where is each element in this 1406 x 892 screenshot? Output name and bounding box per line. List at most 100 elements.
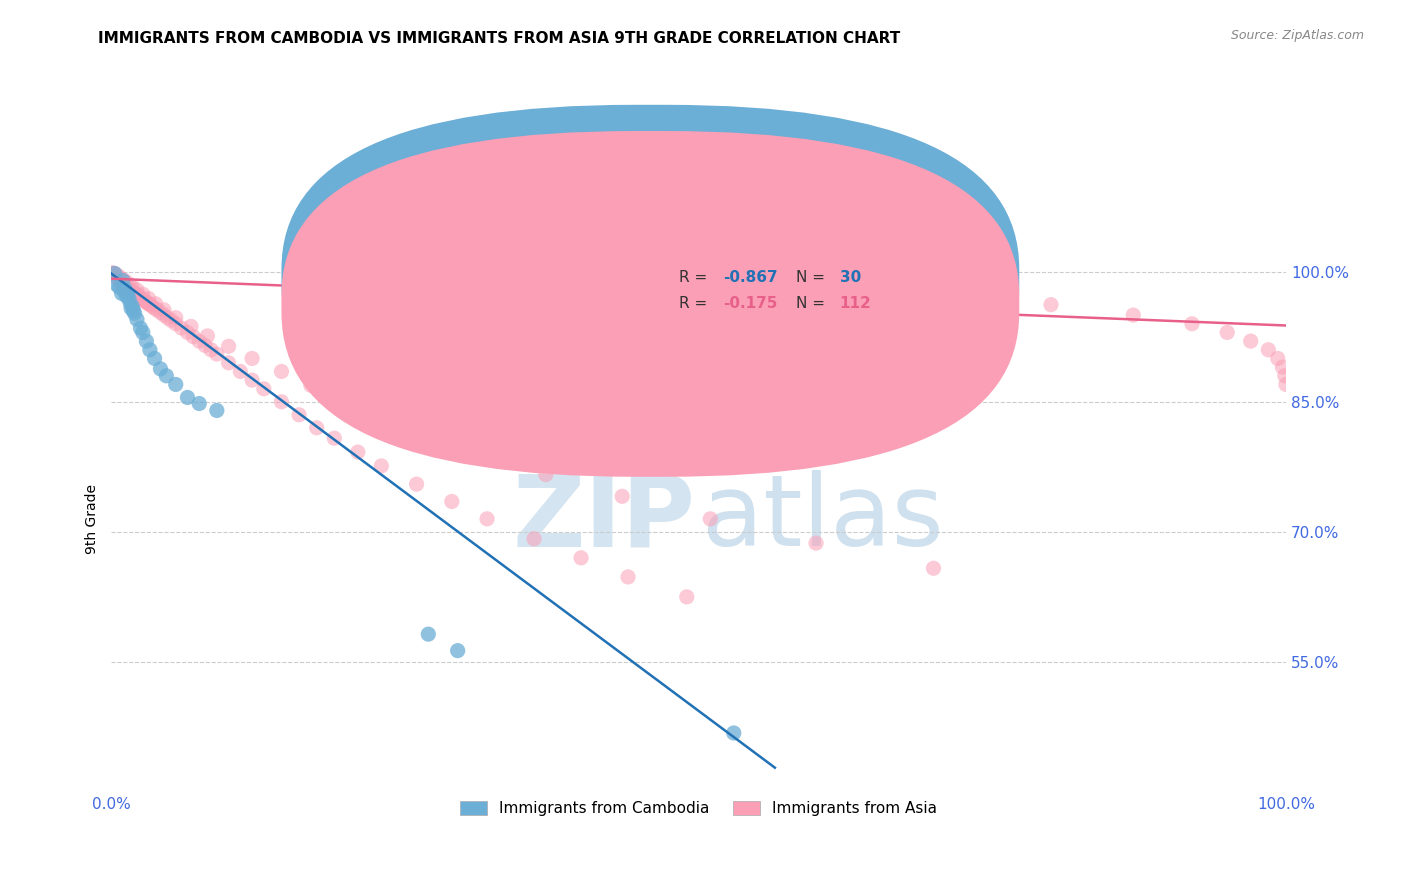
Point: [111, 276, 134, 290]
Point: [114, 274, 136, 288]
Point: [117, 287, 139, 301]
Point: [125, 312, 148, 326]
Point: [112, 284, 135, 298]
Point: [138, 297, 160, 311]
Point: [108, 273, 131, 287]
Point: [111, 277, 134, 291]
Point: [922, 561, 945, 575]
Point: [612, 489, 634, 503]
Point: [180, 319, 202, 334]
Point: [176, 391, 198, 405]
Point: [141, 300, 163, 314]
Point: [104, 267, 127, 281]
Point: [1181, 317, 1204, 331]
Point: [418, 627, 440, 641]
Point: [129, 291, 152, 305]
Point: [124, 286, 146, 301]
Point: [288, 408, 311, 422]
Point: [149, 305, 172, 319]
Point: [617, 570, 640, 584]
Point: [104, 267, 127, 281]
Point: [205, 347, 228, 361]
Point: [132, 326, 155, 340]
Point: [218, 339, 240, 353]
Point: [305, 421, 328, 435]
Point: [240, 373, 263, 387]
Point: [423, 428, 446, 442]
Point: [218, 356, 240, 370]
Point: [723, 726, 745, 740]
Point: [105, 269, 128, 284]
Point: [346, 445, 368, 459]
Point: [105, 277, 128, 292]
Point: [375, 410, 398, 425]
Point: [122, 303, 145, 318]
Point: [122, 285, 145, 300]
Point: [117, 281, 139, 295]
Point: [323, 431, 346, 445]
FancyBboxPatch shape: [616, 257, 915, 333]
Point: [136, 296, 159, 310]
Point: [1275, 377, 1298, 392]
Point: [240, 351, 263, 366]
Point: [229, 364, 252, 378]
Point: [139, 298, 162, 312]
Point: [253, 382, 276, 396]
Point: [121, 300, 143, 314]
Point: [114, 279, 136, 293]
Point: [440, 494, 463, 508]
Text: 30: 30: [839, 270, 860, 285]
Point: [120, 301, 142, 315]
Point: [153, 302, 176, 317]
Point: [1267, 351, 1289, 366]
Point: [197, 329, 219, 343]
FancyBboxPatch shape: [281, 131, 1019, 477]
Point: [132, 293, 155, 307]
Point: [112, 278, 135, 293]
Text: atlas: atlas: [702, 470, 943, 567]
Point: [804, 536, 827, 550]
Point: [139, 343, 162, 357]
Point: [129, 321, 152, 335]
Point: [121, 279, 143, 293]
Text: 112: 112: [839, 295, 872, 310]
Text: Source: ZipAtlas.com: Source: ZipAtlas.com: [1230, 29, 1364, 42]
Point: [111, 272, 134, 286]
Point: [569, 550, 592, 565]
Point: [149, 362, 172, 376]
Point: [111, 286, 134, 301]
Point: [125, 287, 148, 301]
Point: [108, 272, 131, 286]
Point: [110, 275, 132, 289]
Point: [146, 302, 169, 317]
Text: -0.175: -0.175: [723, 295, 778, 310]
Point: [475, 512, 498, 526]
Point: [205, 403, 228, 417]
Point: [165, 317, 187, 331]
Point: [135, 295, 157, 310]
Point: [1257, 343, 1279, 357]
Point: [183, 330, 205, 344]
Point: [107, 271, 129, 285]
Point: [156, 310, 179, 325]
Point: [723, 386, 745, 401]
Legend: Immigrants from Cambodia, Immigrants from Asia: Immigrants from Cambodia, Immigrants fro…: [454, 796, 943, 822]
Point: [118, 283, 141, 297]
Text: N =: N =: [796, 295, 830, 310]
Point: [143, 301, 166, 315]
Point: [1122, 308, 1144, 322]
Point: [1274, 368, 1296, 383]
Point: [131, 292, 153, 306]
Point: [1040, 298, 1063, 312]
Point: [125, 288, 148, 302]
Point: [170, 321, 193, 335]
Point: [134, 294, 156, 309]
Point: [111, 273, 134, 287]
Point: [118, 291, 141, 305]
Point: [135, 334, 157, 348]
Point: [335, 393, 357, 408]
Point: [155, 368, 177, 383]
Point: [104, 268, 127, 283]
Point: [188, 334, 211, 348]
Point: [145, 297, 167, 311]
